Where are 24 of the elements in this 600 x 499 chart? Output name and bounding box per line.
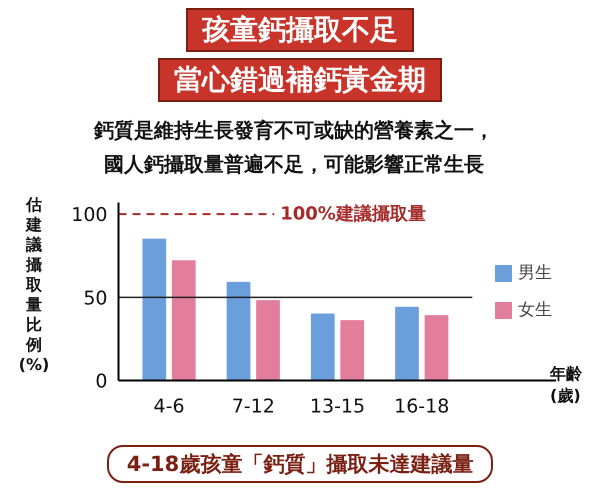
bar [424, 315, 448, 380]
legend-label: 女生 [518, 299, 552, 321]
bar [395, 306, 419, 380]
bar [226, 282, 250, 380]
y-tick-label: 50 [83, 287, 108, 310]
bar [172, 260, 196, 380]
bar [310, 313, 335, 380]
text: 4-18歲孩童「鈣質」攝取未達建議量 [106, 445, 494, 483]
chart-subtitle: 當心錯過補鈣黃金期 [158, 58, 442, 102]
x-axis-title: 年齡(歲) [550, 363, 582, 407]
text: 估建議攝取量比例(%) [18, 195, 50, 374]
bar [340, 320, 364, 380]
y-tick-label: 0 [95, 370, 108, 392]
y-tick-label: 100 [71, 204, 108, 226]
chart-title: 孩童鈣攝取不足 [186, 8, 414, 52]
bar [142, 238, 166, 380]
x-tick-label: 13-15 [310, 396, 366, 418]
x-tick-label: 16-18 [394, 396, 450, 418]
legend-label: 男生 [518, 262, 552, 284]
ref-line-label: 100%建議攝取量 [280, 204, 426, 225]
bar [256, 300, 280, 380]
x-tick-label: 4-6 [154, 396, 185, 418]
x-tick-label: 7-12 [232, 396, 275, 418]
text: 鈣質是維持生長發育不可或缺的營養素之一，國人鈣攝取量普遍不足，可能影響正常生長 [92, 117, 495, 178]
